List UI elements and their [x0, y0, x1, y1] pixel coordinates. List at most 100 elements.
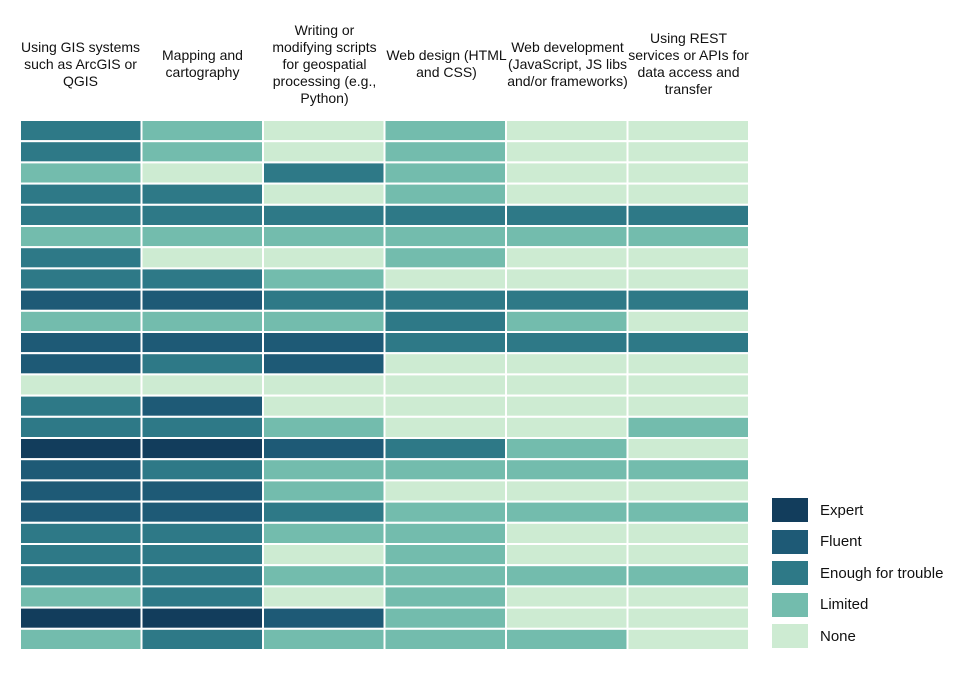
heatmap-cell-r10-c3-limited: [262, 309, 386, 333]
heatmap-cell-r5-c1-enough-for-trouble: [19, 203, 143, 228]
heatmap-cell-r2-c5-none: [505, 140, 629, 164]
heatmap-cell-r4-c6-none: [626, 182, 750, 206]
legend-swatch-limited: [772, 592, 808, 617]
heatmap-cell-r16-c1-expert: [19, 437, 143, 461]
heatmap-cell-r22-c3-limited: [262, 564, 386, 588]
heatmap-cell-r7-c3-none: [262, 246, 386, 270]
heatmap-cell-r8-c5-none: [505, 267, 629, 291]
heatmap-cell-r6-c6-limited: [626, 225, 750, 249]
heatmap-cell-r8-c6-none: [626, 267, 750, 291]
legend: Expert Fluent Enough for trouble Limited…: [772, 498, 943, 656]
heatmap-cell-r7-c2-none: [140, 246, 264, 270]
heatmap-cell-r22-c6-limited: [626, 564, 750, 588]
heatmap-cell-r25-c3-limited: [262, 627, 386, 651]
legend-item-none: None: [772, 624, 943, 648]
heatmap-cell-r11-c3-fluent: [262, 331, 386, 355]
heatmap-cell-r23-c2-enough-for-trouble: [140, 585, 264, 609]
heatmap-cell-r16-c6-none: [626, 437, 750, 461]
heatmap-cell-r16-c5-limited: [505, 437, 629, 461]
heatmap-cell-r10-c1-limited: [19, 309, 143, 333]
heatmap-cell-r6-c5-limited: [505, 225, 629, 249]
heatmap-cell-r20-c2-enough-for-trouble: [140, 521, 264, 545]
heatmap-cell-r2-c3-none: [262, 140, 386, 164]
heatmap-cell-r18-c2-fluent: [140, 479, 264, 503]
heatmap-cell-r19-c4-limited: [383, 500, 507, 524]
heatmap-cell-r6-c1-limited: [19, 225, 143, 249]
heatmap-cell-r9-c4-enough-for-trouble: [383, 288, 507, 312]
heatmap-cell-r9-c2-fluent: [140, 288, 264, 312]
heatmap-cell-r12-c5-none: [505, 352, 629, 376]
heatmap-cell-r9-c6-enough-for-trouble: [626, 288, 750, 312]
heatmap-cell-r25-c4-limited: [383, 627, 507, 651]
heatmap-cell-r3-c6-none: [626, 161, 750, 185]
heatmap-cell-r24-c6-none: [626, 606, 750, 630]
heatmap-cell-r13-c5-none: [505, 373, 629, 397]
heatmap-cell-r5-c3-enough-for-trouble: [262, 203, 386, 228]
column-header-geospatial-scripting: Writing or modifying scripts for geospat…: [272, 21, 377, 106]
heatmap-cell-r23-c1-limited: [19, 585, 143, 609]
heatmap-cell-r17-c4-limited: [383, 458, 507, 482]
heatmap-cell-r23-c4-limited: [383, 585, 507, 609]
heatmap-cell-r12-c1-fluent: [19, 352, 143, 376]
heatmap-cell-r15-c6-limited: [626, 415, 750, 439]
heatmap-cell-r15-c5-none: [505, 415, 629, 439]
heatmap-cell-r13-c1-none: [19, 373, 143, 397]
heatmap-cell-r10-c4-enough-for-trouble: [383, 309, 507, 333]
heatmap-cell-r20-c6-none: [626, 521, 750, 545]
heatmap-cell-r13-c4-none: [383, 373, 507, 397]
heatmap-cell-r12-c3-fluent: [262, 352, 386, 376]
heatmap-cell-r4-c4-limited: [383, 182, 507, 206]
heatmap-cell-r1-c4-limited: [383, 119, 507, 143]
heatmap-cell-r21-c2-enough-for-trouble: [140, 543, 264, 567]
heatmap-cell-r22-c4-limited: [383, 564, 507, 588]
heatmap-cell-r21-c4-limited: [383, 543, 507, 567]
heatmap-cell-r3-c3-enough-for-trouble: [262, 161, 386, 185]
heatmap-cell-r11-c2-fluent: [140, 331, 264, 355]
heatmap-cell-r8-c1-enough-for-trouble: [19, 267, 143, 291]
legend-label-limited: Limited: [820, 596, 869, 613]
heatmap-cell-r16-c4-enough-for-trouble: [383, 437, 507, 461]
heatmap-cell-r1-c6-none: [626, 119, 750, 143]
heatmap-cell-r11-c5-enough-for-trouble: [505, 331, 629, 355]
legend-label-enough-for-trouble: Enough for trouble: [820, 564, 944, 582]
heatmap-cell-r4-c1-enough-for-trouble: [19, 182, 143, 206]
heatmap-cell-r3-c4-limited: [383, 161, 507, 185]
heatmap-cell-r13-c2-none: [140, 373, 264, 397]
heatmap-cell-r5-c2-enough-for-trouble: [140, 203, 264, 228]
heatmap-cell-r20-c5-none: [505, 521, 629, 545]
heatmap-cell-r4-c5-none: [505, 182, 629, 206]
heatmap-cell-r24-c3-fluent: [262, 606, 386, 630]
heatmap-cell-r25-c6-none: [626, 627, 750, 651]
heatmap-cell-r24-c1-expert: [19, 606, 143, 630]
heatmap-cell-r12-c4-none: [383, 352, 507, 376]
legend-label-none: None: [820, 627, 856, 645]
heatmap-cell-r15-c4-none: [383, 415, 507, 439]
heatmap-cell-r22-c1-enough-for-trouble: [19, 564, 143, 588]
heatmap-cell-r21-c5-none: [505, 543, 629, 567]
heatmap-cell-r19-c5-limited: [505, 500, 629, 524]
heatmap-cell-r4-c3-none: [262, 182, 386, 206]
heatmap-cell-r23-c3-none: [262, 585, 386, 609]
heatmap-cell-r15-c1-enough-for-trouble: [19, 415, 143, 439]
heatmap-cell-r18-c1-fluent: [19, 479, 143, 503]
heatmap-cell-r25-c2-enough-for-trouble: [140, 627, 264, 651]
heatmap-cell-r21-c6-none: [626, 543, 750, 567]
heatmap-cell-r10-c2-limited: [140, 309, 264, 333]
heatmap-cell-r14-c1-enough-for-trouble: [19, 394, 143, 418]
heatmap-cell-r8-c4-none: [383, 267, 507, 291]
heatmap-cell-r25-c1-limited: [19, 627, 143, 651]
heatmap-cell-r18-c5-none: [505, 479, 629, 503]
column-header-web-design: Web design (HTML and CSS): [386, 47, 507, 80]
heatmap-cell-r10-c5-limited: [505, 309, 629, 333]
legend-item-expert: Expert: [772, 498, 943, 522]
heatmap-cell-r20-c3-limited: [262, 521, 386, 545]
heatmap-cell-r7-c4-limited: [383, 246, 507, 270]
legend-swatch-none: [772, 624, 808, 648]
heatmap-cell-r6-c4-limited: [383, 225, 507, 249]
heatmap-cell-r25-c5-limited: [505, 627, 629, 651]
column-header-mapping-cartography: Mapping and cartography: [162, 47, 243, 80]
heatmap-cell-r17-c3-limited: [262, 458, 386, 482]
heatmap-cell-r15-c2-enough-for-trouble: [140, 415, 264, 439]
heatmap-cell-r3-c1-limited: [19, 161, 143, 185]
heatmap-cell-r1-c2-limited: [140, 119, 264, 143]
